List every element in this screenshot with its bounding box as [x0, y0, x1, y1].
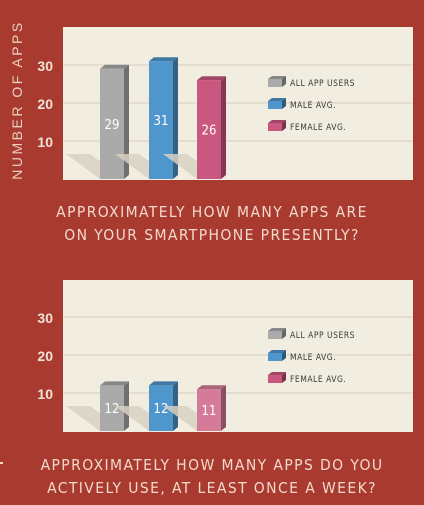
legend-swatch-top: [268, 98, 286, 101]
y-axis-label: NUMBER OF APPS: [9, 20, 25, 180]
bar-value-label: 11: [202, 404, 217, 419]
legend-swatch-side: [282, 350, 286, 361]
legend-label: ALL APP USERS: [290, 331, 355, 341]
bar-side: [221, 385, 226, 431]
bar-top: [197, 76, 226, 81]
edge-mark: [0, 462, 3, 464]
legend-label: MALE AVG.: [290, 101, 336, 111]
bar-side: [124, 64, 129, 179]
bar: [197, 389, 221, 431]
legend-label: FEMALE AVG.: [290, 123, 346, 133]
chart-panel-apps-active: 10 20 30 12 12 11 ALL APP USERS MALE AVG. FEMALE…: [37, 280, 413, 432]
legend-swatch-side: [282, 98, 286, 109]
bar: [149, 61, 173, 180]
bar-top: [197, 385, 226, 390]
bar-top: [149, 381, 178, 386]
chart-apps-active: 10 20 30 12 12 11 ALL APP USERS MALE AVG. FEMALE…: [37, 310, 413, 431]
legend-swatch: [268, 375, 282, 383]
bar: [100, 68, 124, 179]
legend-swatch: [268, 331, 282, 339]
legend-swatch-top: [268, 372, 286, 375]
bar-value-label: 12: [105, 402, 120, 417]
chart-apps-installed: 10 20 30 29 31 26 ALL APP USERS MALE AVG. FEMALE…: [37, 57, 413, 180]
chart-title-apps-active: APPROXIMATELY HOW MANY APPS DO YOU ACTIV…: [0, 454, 424, 500]
bar-value-label: 31: [154, 114, 169, 129]
legend-swatch-side: [282, 328, 286, 339]
chart-title-line-2: ON YOUR SMARTPHONE PRESENTLY?: [64, 226, 360, 244]
bar-top: [100, 381, 129, 386]
y-tick-label: 10: [37, 134, 53, 150]
legend-swatch: [268, 79, 282, 87]
bar-value-label: 26: [202, 124, 217, 139]
bar: [197, 80, 221, 179]
legend-swatch-side: [282, 120, 286, 131]
bar-value-label: 29: [105, 118, 120, 133]
legend-label: ALL APP USERS: [290, 79, 355, 89]
legend-swatch: [268, 101, 282, 109]
legend-swatch-side: [282, 372, 286, 383]
bar-top: [149, 57, 178, 62]
legend-swatch-top: [268, 328, 286, 331]
chart-panel-apps-installed: 10 20 30 29 31 26 ALL APP USERS MALE AVG. FEMALE…: [37, 27, 413, 180]
legend-swatch-top: [268, 76, 286, 79]
y-tick-label: 20: [37, 96, 53, 112]
legend-label: FEMALE AVG.: [290, 375, 346, 385]
y-tick-label: 10: [37, 386, 53, 402]
chart-title-apps-installed: APPROXIMATELY HOW MANY APPS ARE ON YOUR …: [0, 201, 424, 247]
y-tick-label: 30: [37, 310, 53, 326]
legend-swatch-top: [268, 120, 286, 123]
chart-title-line-1: APPROXIMATELY HOW MANY APPS DO YOU: [40, 456, 384, 474]
bar-top: [100, 64, 129, 69]
y-tick-label: 30: [37, 58, 53, 74]
y-tick-label: 20: [37, 348, 53, 364]
chart-title-line-2: ACTIVELY USE, AT LEAST ONCE A WEEK?: [47, 479, 377, 497]
bar-value-label: 12: [154, 402, 169, 417]
legend-swatch: [268, 123, 282, 131]
legend-swatch-top: [268, 350, 286, 353]
legend-label: MALE AVG.: [290, 353, 336, 363]
chart-title-line-1: APPROXIMATELY HOW MANY APPS ARE: [56, 203, 368, 221]
bar-side: [221, 76, 226, 179]
legend-swatch: [268, 353, 282, 361]
bar-side: [173, 57, 178, 180]
legend-swatch-side: [282, 76, 286, 87]
